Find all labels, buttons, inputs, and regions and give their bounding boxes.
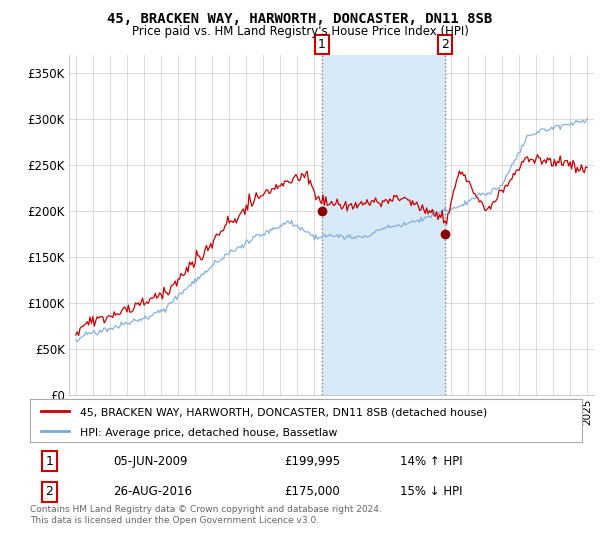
Text: 26-AUG-2016: 26-AUG-2016 [113,485,192,498]
Text: £199,995: £199,995 [284,455,340,468]
Bar [322,55,445,395]
Text: HPI: Average price, detached house, Bassetlaw: HPI: Average price, detached house, Bass… [80,428,337,438]
Text: 14% ↑ HPI: 14% ↑ HPI [400,455,463,468]
Text: 05-JUN-2009: 05-JUN-2009 [113,455,187,468]
Text: 45, BRACKEN WAY, HARWORTH, DONCASTER, DN11 8SB: 45, BRACKEN WAY, HARWORTH, DONCASTER, DN… [107,12,493,26]
Text: Contains HM Land Registry data © Crown copyright and database right 2024.
This d: Contains HM Land Registry data © Crown c… [30,505,382,525]
Text: £175,000: £175,000 [284,485,340,498]
Text: 2: 2 [441,38,449,51]
Text: 2: 2 [46,485,53,498]
Text: 1: 1 [46,455,53,468]
Text: 45, BRACKEN WAY, HARWORTH, DONCASTER, DN11 8SB (detached house): 45, BRACKEN WAY, HARWORTH, DONCASTER, DN… [80,408,487,418]
Text: Price paid vs. HM Land Registry's House Price Index (HPI): Price paid vs. HM Land Registry's House … [131,25,469,38]
Text: 15% ↓ HPI: 15% ↓ HPI [400,485,463,498]
Text: 1: 1 [317,38,326,51]
